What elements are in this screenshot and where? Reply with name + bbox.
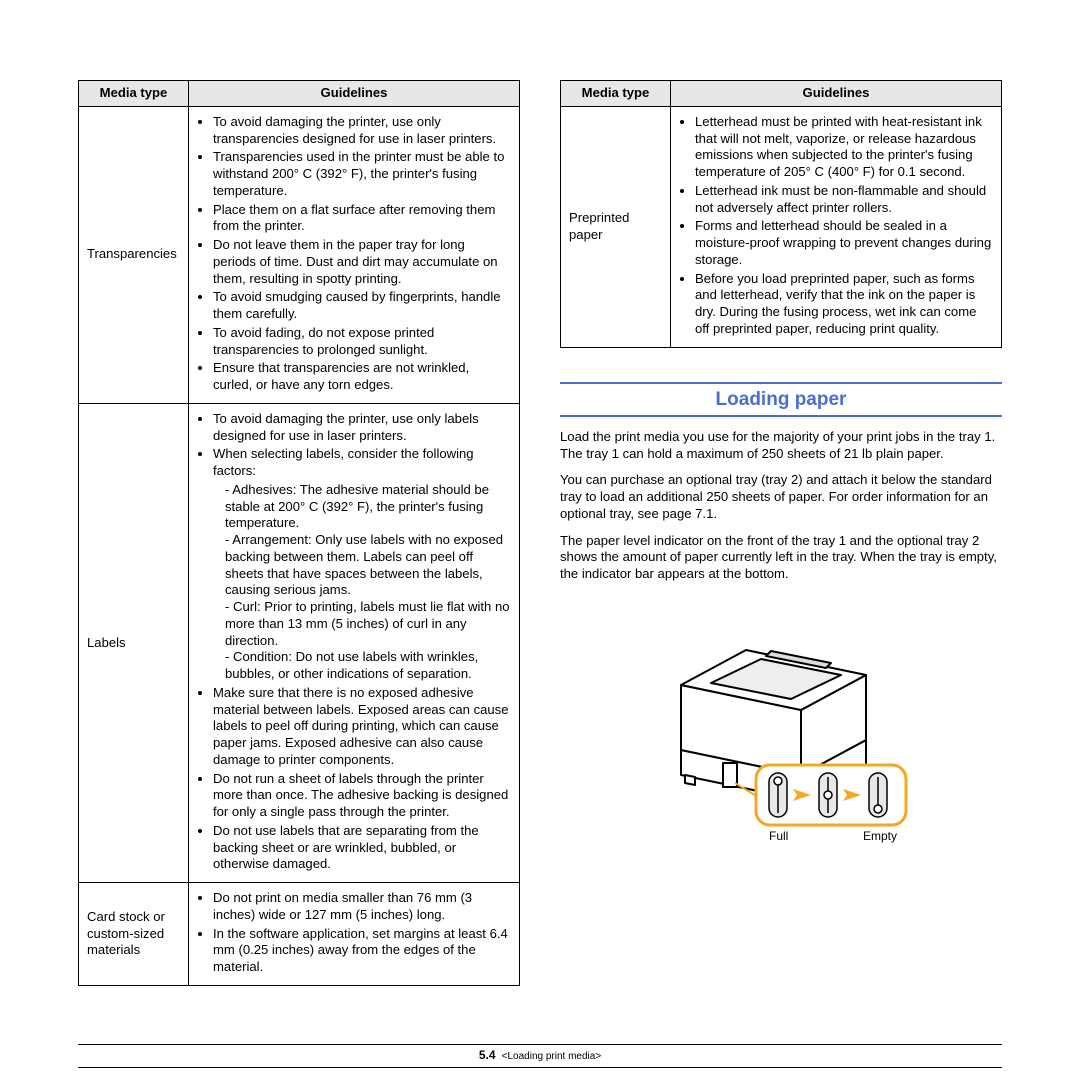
media-type-cell: Labels <box>79 403 189 882</box>
section-heading: Loading paper <box>560 382 1002 417</box>
guideline-item: To avoid smudging caused by fingerprints… <box>213 289 511 323</box>
guideline-item: Ensure that transparencies are not wrink… <box>213 360 511 394</box>
right-column: Media type Guidelines Preprinted paper Le… <box>560 80 1002 986</box>
media-guidelines-table-left: Media type Guidelines Transparencies To a… <box>78 80 520 986</box>
guideline-subitem: Arrangement: Only use labels with no exp… <box>225 532 511 599</box>
guideline-subitem: Adhesives: The adhesive material should … <box>225 482 511 532</box>
col-guidelines: Guidelines <box>189 81 520 107</box>
guideline-item: Make sure that there is no exposed adhes… <box>213 685 511 769</box>
guideline-subitem: Condition: Do not use labels with wrinkl… <box>225 649 511 683</box>
media-type-cell: Card stock or custom-sized materials <box>79 883 189 986</box>
media-guidelines-table-right: Media type Guidelines Preprinted paper Le… <box>560 80 1002 348</box>
chapter-name: <Loading print media> <box>502 1051 602 1062</box>
indicator-full-label: Full <box>769 829 788 843</box>
media-type-cell: Transparencies <box>79 106 189 403</box>
guidelines-cell: To avoid damaging the printer, use only … <box>189 106 520 403</box>
guideline-subitem: Curl: Prior to printing, labels must lie… <box>225 599 511 649</box>
guideline-item: In the software application, set margins… <box>213 926 511 976</box>
guideline-item: When selecting labels, consider the foll… <box>213 446 511 683</box>
guidelines-cell: Letterhead must be printed with heat-res… <box>671 106 1002 347</box>
guideline-item: Before you load preprinted paper, such a… <box>695 271 993 338</box>
guideline-item: Letterhead ink must be non-flammable and… <box>695 183 993 217</box>
guidelines-cell: Do not print on media smaller than 76 mm… <box>189 883 520 986</box>
guideline-item: Do not run a sheet of labels through the… <box>213 771 511 821</box>
printer-illustration: Full Empty <box>651 605 911 845</box>
col-guidelines: Guidelines <box>671 81 1002 107</box>
paragraph: The paper level indicator on the front o… <box>560 533 1002 583</box>
guideline-item: Do not use labels that are separating fr… <box>213 823 511 873</box>
guideline-item: Forms and letterhead should be sealed in… <box>695 218 993 268</box>
page-number: 5.4 <box>479 1048 496 1062</box>
guideline-item: To avoid damaging the printer, use only … <box>213 114 511 148</box>
col-media-type: Media type <box>79 81 189 107</box>
guideline-item: Letterhead must be printed with heat-res… <box>695 114 993 181</box>
paragraph: Load the print media you use for the maj… <box>560 429 1002 463</box>
guideline-item: Transparencies used in the printer must … <box>213 149 511 199</box>
col-media-type: Media type <box>561 81 671 107</box>
guideline-item: Place them on a flat surface after remov… <box>213 202 511 236</box>
guideline-item: Do not print on media smaller than 76 mm… <box>213 890 511 924</box>
guideline-item: To avoid damaging the printer, use only … <box>213 411 511 445</box>
indicator-empty-label: Empty <box>863 829 897 843</box>
paragraph: You can purchase an optional tray (tray … <box>560 472 1002 522</box>
guideline-item: Do not leave them in the paper tray for … <box>213 237 511 287</box>
guidelines-cell: To avoid damaging the printer, use only … <box>189 403 520 882</box>
left-column: Media type Guidelines Transparencies To a… <box>78 80 520 986</box>
page-footer: 5.4 <Loading print media> <box>78 1044 1002 1068</box>
guideline-item: To avoid fading, do not expose printed t… <box>213 325 511 359</box>
media-type-cell: Preprinted paper <box>561 106 671 347</box>
